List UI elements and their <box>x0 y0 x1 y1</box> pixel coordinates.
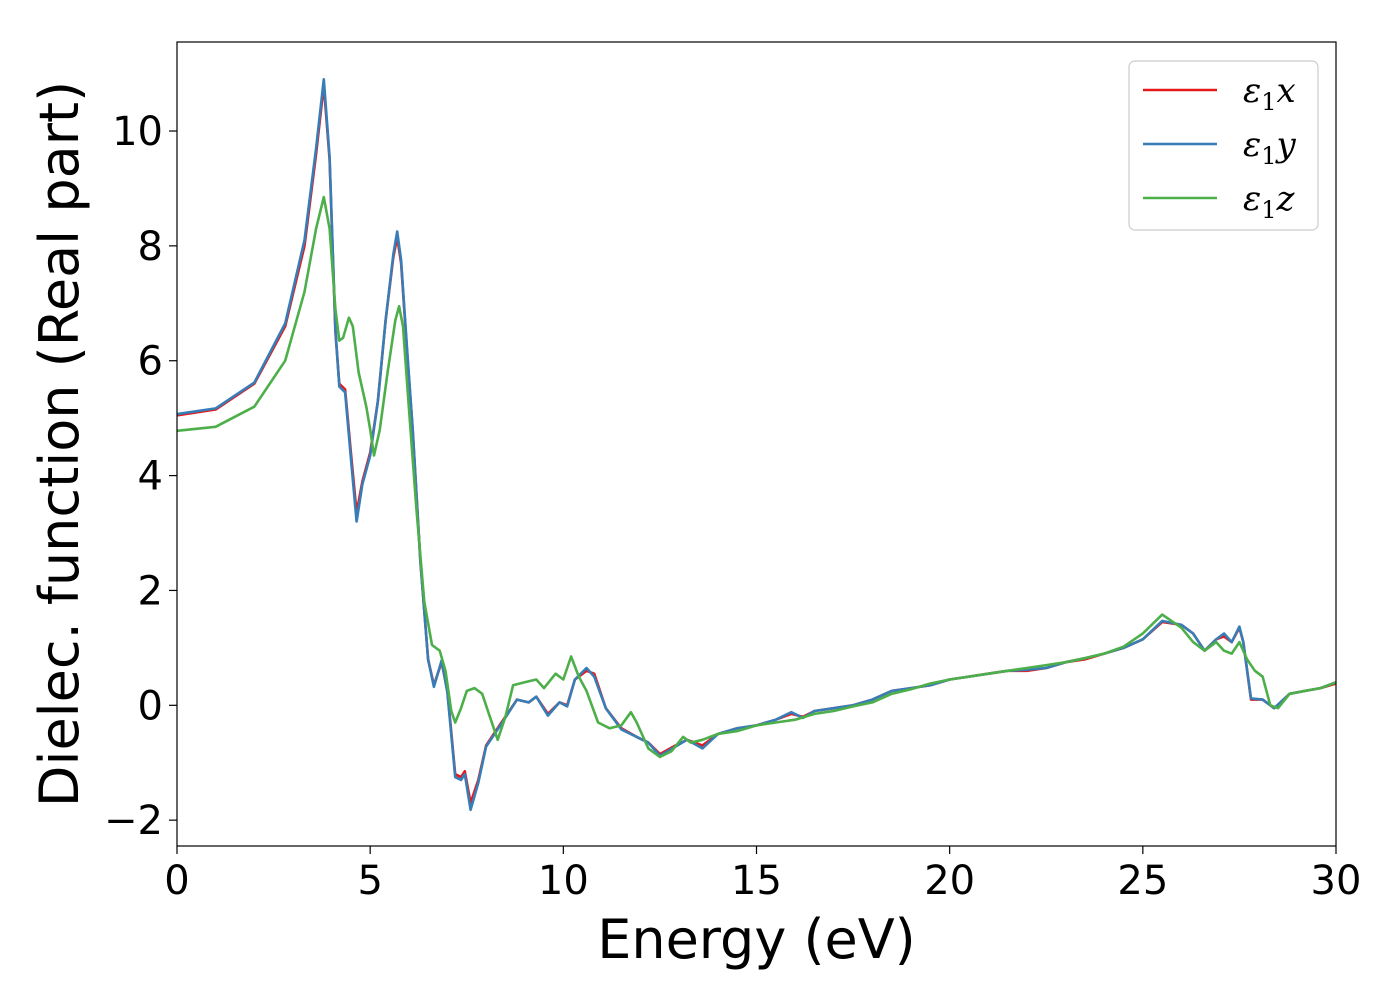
legend-label-x: ε1x <box>1243 71 1296 116</box>
series-line-z <box>177 195 1336 759</box>
y-tick-label: 0 <box>138 683 163 729</box>
y-tick-label: 4 <box>138 454 163 500</box>
legend-label-y: ε1y <box>1243 125 1297 170</box>
y-tick-label: 6 <box>138 339 163 385</box>
series-line-y <box>177 78 1336 812</box>
x-tick-label: 0 <box>164 858 189 904</box>
y-tick-label: −2 <box>104 798 163 844</box>
legend-label-z: ε1z <box>1243 179 1296 224</box>
x-tick-label: 30 <box>1311 858 1362 904</box>
x-tick-label: 25 <box>1117 858 1168 904</box>
x-tick-label: 15 <box>731 858 782 904</box>
series-layer <box>177 78 1336 812</box>
legend: ε1x ε1y ε1z <box>1128 60 1319 231</box>
y-axis-label: Dielec. function (Real part) <box>28 81 91 807</box>
x-axis-ticks: 0 5 10 15 20 25 30 <box>164 846 1361 904</box>
legend-box <box>1128 60 1319 231</box>
y-tick-label: 10 <box>112 109 163 155</box>
x-tick-label: 10 <box>538 858 589 904</box>
y-tick-label: 2 <box>138 568 163 614</box>
y-tick-label: 8 <box>138 224 163 270</box>
x-tick-label: 5 <box>357 858 382 904</box>
x-axis-label: Energy (eV) <box>597 908 916 971</box>
x-tick-label: 20 <box>924 858 975 904</box>
y-axis-ticks: −2 0 2 4 6 8 10 <box>104 109 177 844</box>
